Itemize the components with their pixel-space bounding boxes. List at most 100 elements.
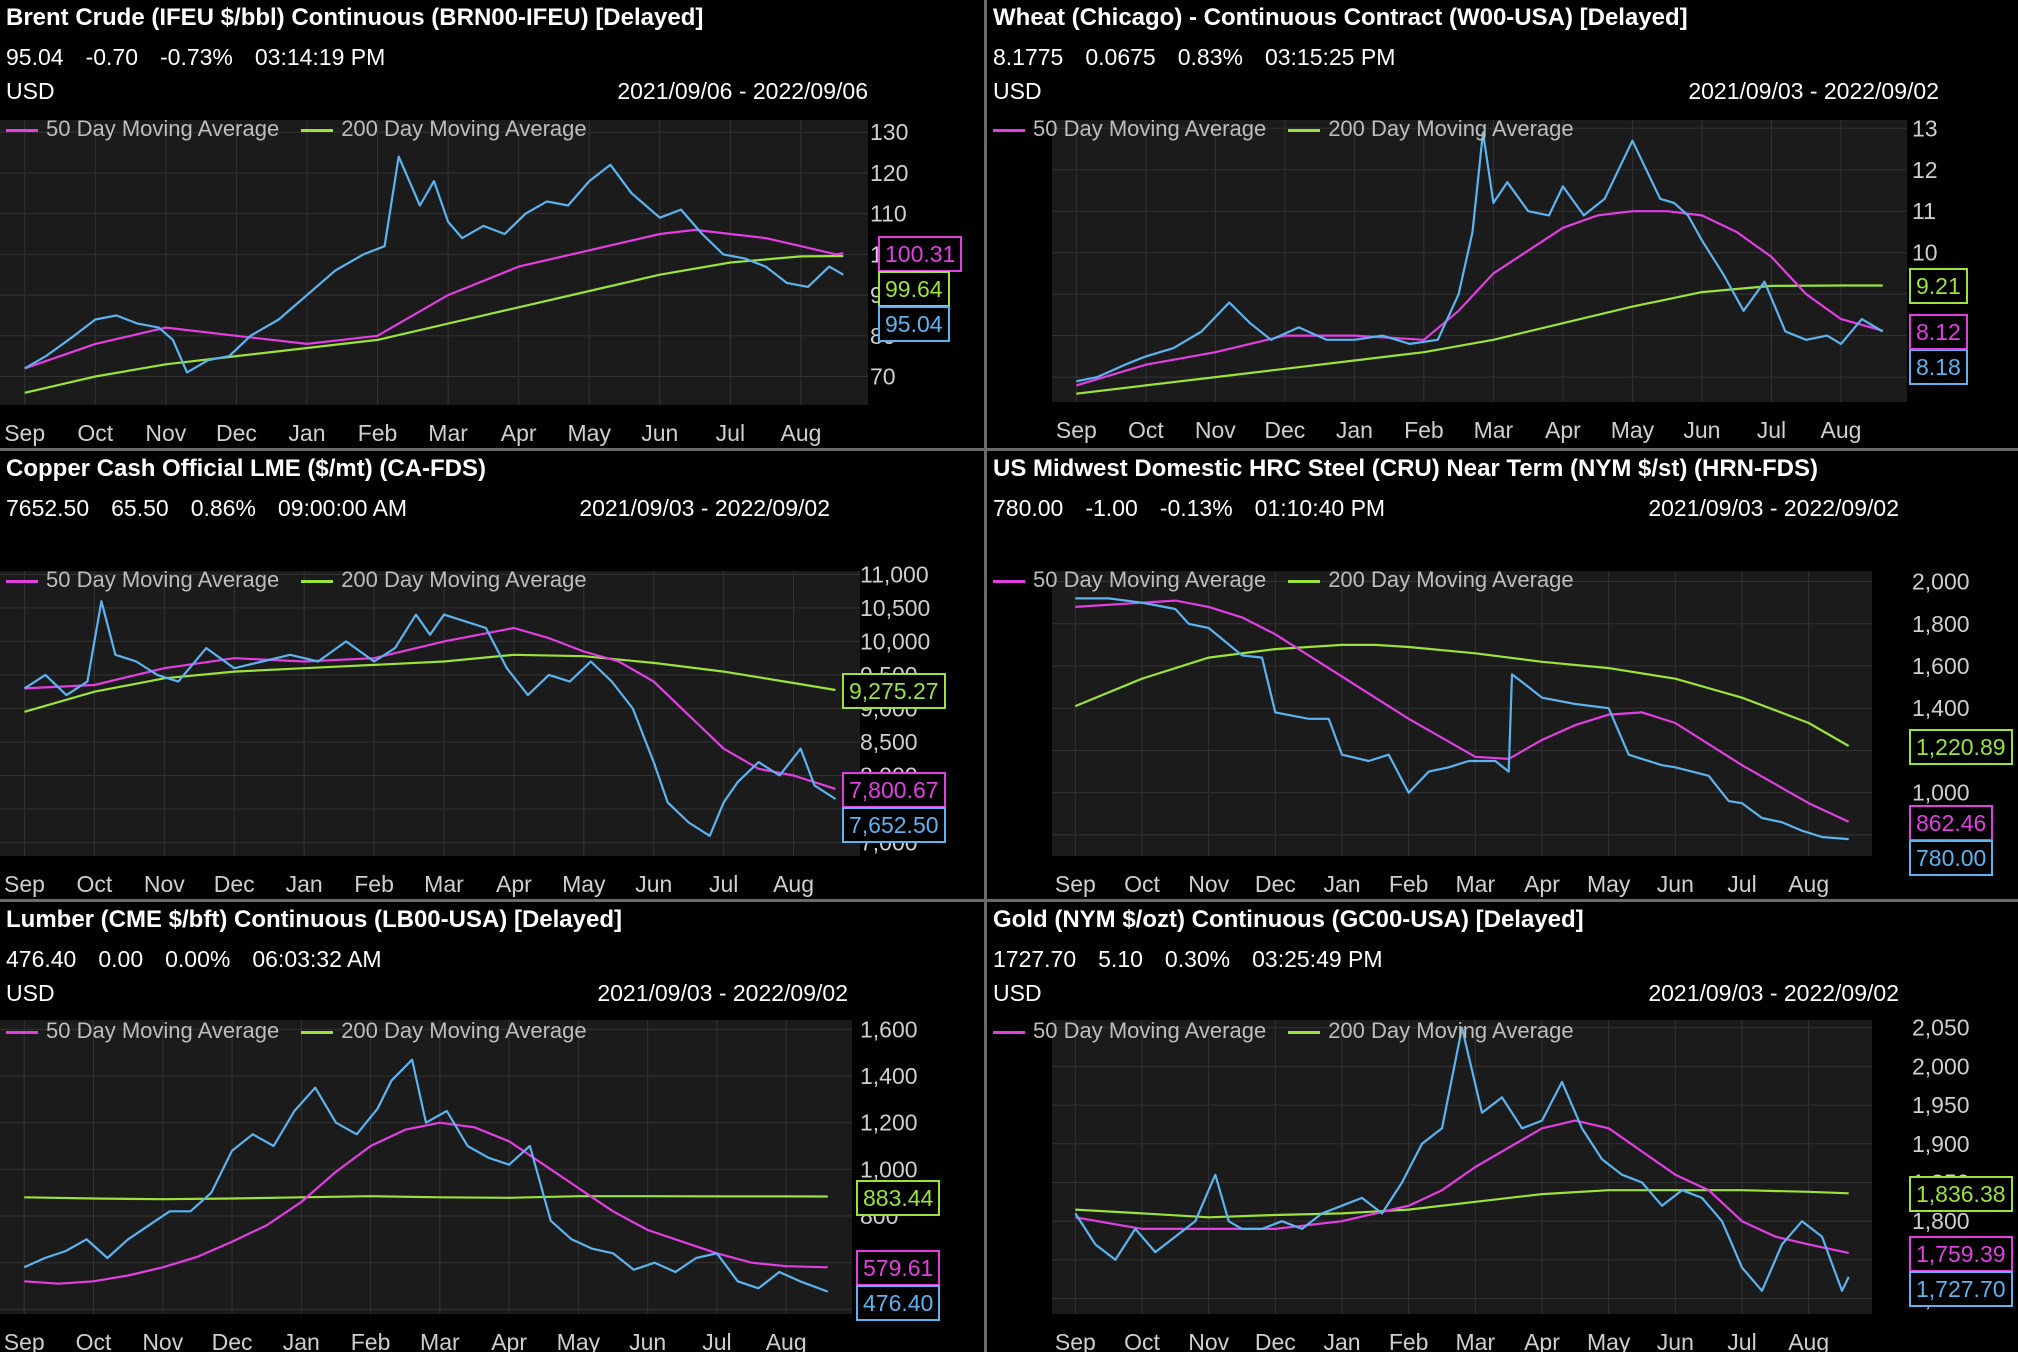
x-tick-label: Sep	[4, 1329, 45, 1352]
legend-swatch	[1288, 579, 1321, 583]
last-value-badge-ma200: 9.21	[1909, 268, 1968, 305]
legend-item-ma50: 50 Day Moving Average	[993, 567, 1266, 592]
x-tick-label: Mar	[1456, 1329, 1496, 1352]
quote-last: 8.1775	[993, 44, 1064, 70]
y-tick-label: 1,600	[1912, 653, 1970, 679]
x-tick-label: Nov	[145, 420, 186, 446]
x-tick-label: Dec	[212, 1329, 253, 1352]
x-tick-label: Sep	[1055, 1329, 1096, 1352]
legend-label: 200 Day Moving Average	[1328, 116, 1574, 141]
legend-item-ma50: 50 Day Moving Average	[993, 1018, 1266, 1043]
x-tick-label: Aug	[1788, 871, 1829, 897]
last-value-badge-price: 780.00	[1909, 839, 1994, 876]
price-chart: 130120110100908070SepOctNovDecJanFebMarA…	[0, 119, 908, 446]
x-tick-label: Mar	[1474, 417, 1514, 443]
y-tick-label: 120	[870, 160, 908, 186]
x-tick-label: Mar	[1456, 871, 1496, 897]
price-chart: 1,6001,4001,2001,000800600400SepOctNovDe…	[0, 1016, 918, 1352]
y-tick-label: 11	[1912, 198, 1936, 224]
chart-panel-lumber: 1,6001,4001,2001,000800600400SepOctNovDe…	[0, 902, 984, 1352]
quote-change: 65.50	[111, 495, 169, 521]
x-tick-label: Jun	[635, 871, 672, 897]
panel-title: Brent Crude (IFEU $/bbl) Continuous (BRN…	[6, 4, 704, 31]
x-tick-label: Jun	[629, 1329, 666, 1352]
legend-item-ma200: 200 Day Moving Average	[1288, 1018, 1574, 1043]
quote-pct: 0.86%	[190, 495, 256, 521]
last-value-badge-ma50: 100.31	[878, 236, 963, 273]
y-tick-label: 1,800	[1912, 1208, 1970, 1234]
last-value-badge-ma200: 1,836.38	[1909, 1176, 2013, 1213]
legend-swatch	[301, 579, 334, 583]
plot-area	[0, 1020, 852, 1314]
vertical-divider	[984, 0, 987, 1352]
y-tick-label: 2,050	[1912, 1015, 1970, 1041]
last-value-badge-ma50: 1,759.39	[1909, 1235, 2013, 1272]
quote-line: 780.00 -1.00 -0.13% 01:10:40 PM	[993, 495, 1407, 522]
x-tick-label: Jan	[1336, 417, 1373, 443]
x-tick-label: Feb	[1404, 417, 1444, 443]
currency-label: USD	[993, 980, 1042, 1006]
chart-legend: 50 Day Moving Average 200 Day Moving Aver…	[993, 1018, 1596, 1044]
date-range: 2021/09/06 - 2022/09/06	[617, 78, 868, 104]
quote-time: 03:15:25 PM	[1264, 44, 1396, 70]
y-tick-label: 1,950	[1912, 1092, 1970, 1118]
last-value-badge-ma50: 7,800.67	[842, 771, 946, 808]
plot-area	[0, 571, 860, 856]
x-tick-label: Apr	[1524, 871, 1560, 897]
chart-legend: 50 Day Moving Average 200 Day Moving Aver…	[6, 567, 609, 593]
quote-pct: -0.73%	[160, 44, 233, 70]
panel-title: Gold (NYM $/ozt) Continuous (GC00-USA) […	[993, 906, 1584, 933]
last-value-badge-ma50: 862.46	[1909, 804, 1994, 841]
legend-item-ma50: 50 Day Moving Average	[993, 116, 1266, 141]
legend-label: 200 Day Moving Average	[341, 116, 587, 141]
quote-change: -1.00	[1085, 495, 1138, 521]
price-chart: 2,0001,8001,6001,4001,2001,000800SepOctN…	[1052, 569, 1970, 897]
quote-time: 09:00:00 AM	[277, 495, 408, 521]
quote-time: 01:10:40 PM	[1254, 495, 1386, 521]
x-tick-label: May	[1587, 1329, 1631, 1352]
x-tick-label: Oct	[76, 1329, 112, 1352]
ma200-line	[24, 1195, 828, 1201]
chart-panel-copper: 11,00010,50010,0009,5009,0008,5008,0007,…	[0, 451, 984, 899]
legend-label: 50 Day Moving Average	[46, 116, 280, 141]
legend-item-ma200: 200 Day Moving Average	[301, 567, 587, 592]
x-tick-label: Aug	[773, 871, 814, 897]
x-tick-label: Aug	[1788, 1329, 1829, 1352]
legend-label: 200 Day Moving Average	[1328, 567, 1574, 592]
x-tick-label: Dec	[214, 871, 255, 897]
x-tick-label: Mar	[424, 871, 464, 897]
quote-line: 476.40 0.00 0.00% 06:03:32 AM	[6, 946, 404, 973]
legend-item-ma50: 50 Day Moving Average	[6, 1018, 279, 1043]
x-tick-label: Oct	[77, 420, 113, 446]
panel-title: Wheat (Chicago) - Continuous Contract (W…	[993, 4, 1688, 31]
y-tick-label: 11,000	[860, 561, 929, 587]
date-range: 2021/09/03 - 2022/09/02	[1688, 78, 1939, 104]
price-chart: 13121110987SepOctNovDecJanFebMarAprMayJu…	[1052, 115, 1938, 443]
currency-label: USD	[6, 980, 55, 1006]
legend-swatch	[1288, 1030, 1321, 1034]
x-tick-label: May	[1587, 871, 1631, 897]
legend-label: 200 Day Moving Average	[341, 1018, 587, 1043]
y-tick-label: 1,800	[1912, 611, 1970, 637]
quote-line: 1727.70 5.10 0.30% 03:25:49 PM	[993, 946, 1405, 973]
y-tick-label: 13	[1912, 115, 1938, 141]
x-tick-label: Dec	[216, 420, 257, 446]
ma50-line	[24, 1121, 828, 1285]
x-tick-label: Apr	[1545, 417, 1581, 443]
chart-legend: 50 Day Moving Average 200 Day Moving Aver…	[993, 116, 1596, 142]
x-tick-label: Oct	[1128, 417, 1164, 443]
x-tick-label: Oct	[76, 871, 112, 897]
legend-swatch	[993, 1030, 1025, 1034]
y-tick-label: 10,500	[860, 595, 930, 621]
x-tick-label: Jul	[1757, 417, 1786, 443]
x-tick-label: Mar	[428, 420, 468, 446]
legend-item-ma200: 200 Day Moving Average	[301, 116, 587, 141]
last-value-badge-ma200: 883.44	[856, 1179, 941, 1216]
legend-swatch	[301, 1030, 334, 1034]
ma200-line	[1076, 284, 1883, 395]
y-tick-label: 10,000	[860, 628, 930, 654]
x-tick-label: Nov	[1188, 871, 1229, 897]
x-tick-label: Jun	[1657, 1329, 1694, 1352]
quote-pct: 0.30%	[1164, 946, 1231, 972]
x-tick-label: Jun	[1683, 417, 1720, 443]
